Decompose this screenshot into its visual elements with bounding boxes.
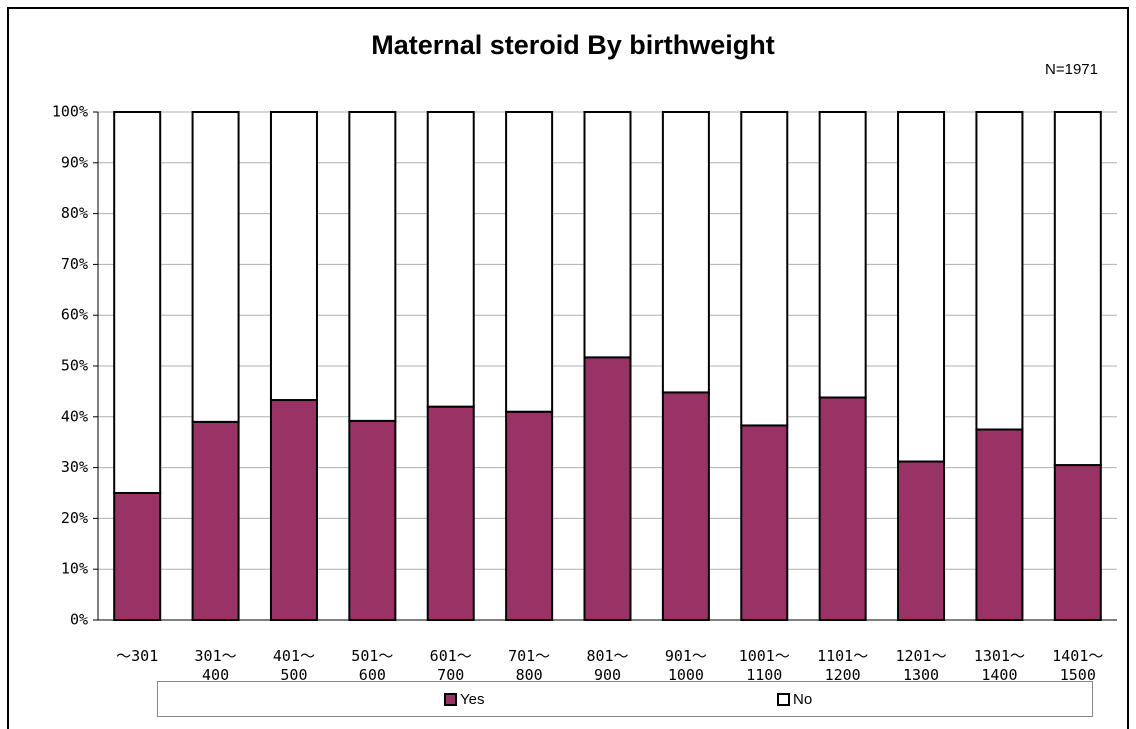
x-tick-label: 701～ 800	[508, 647, 551, 684]
bar-segment	[897, 460, 946, 621]
bar-segment	[1053, 464, 1102, 621]
x-tick-label: 801～ 900	[586, 647, 629, 684]
y-tick-label: 0%	[70, 611, 88, 629]
bar-segment	[191, 420, 240, 621]
legend-swatch	[444, 693, 457, 706]
y-tick-label: 90%	[61, 153, 88, 171]
x-tick-label: 1001～ 1100	[738, 647, 790, 684]
y-tick-label: 100%	[52, 103, 88, 121]
bar-segment	[661, 111, 710, 394]
bar-segment	[269, 111, 318, 402]
legend: Yes No	[157, 681, 1093, 717]
x-tick-label: ～301	[116, 647, 159, 665]
x-tick-label: 901～ 1000	[664, 647, 707, 684]
bar-segment	[426, 405, 475, 622]
bar-segment	[1053, 111, 1102, 467]
bar-segment	[975, 428, 1024, 621]
x-tick-label: 1101～ 1200	[817, 647, 869, 684]
bar-segment	[113, 492, 162, 621]
bar-segment	[505, 410, 554, 621]
annotation: N=1971	[1045, 61, 1098, 78]
chart-frame	[7, 7, 1129, 729]
bar-segment	[975, 111, 1024, 431]
x-tick-label: 401～ 500	[272, 647, 315, 684]
legend-item: Yes	[444, 691, 484, 708]
bar-segment	[191, 111, 240, 423]
bar-segment	[348, 111, 397, 422]
y-tick-label: 80%	[61, 204, 88, 222]
bar-segment	[740, 424, 789, 621]
legend-item: No	[777, 691, 812, 708]
bar-segment	[269, 399, 318, 622]
bar-segment	[348, 419, 397, 622]
y-tick-label: 30%	[61, 458, 88, 476]
bar-segment	[740, 111, 789, 427]
x-tick-label: 1301～ 1400	[973, 647, 1025, 684]
bar-segment	[897, 111, 946, 463]
x-tick-label: 1401～ 1500	[1052, 647, 1104, 684]
chart-title: Maternal steroid By birthweight	[371, 30, 775, 60]
bar-segment	[818, 396, 867, 621]
bar-segment	[505, 111, 554, 413]
bar-segment	[583, 356, 632, 621]
bar-segment	[661, 391, 710, 621]
x-tick-label: 301～ 400	[194, 647, 237, 684]
bar-segment	[426, 111, 475, 408]
y-tick-label: 20%	[61, 509, 88, 527]
y-tick-label: 10%	[61, 560, 88, 578]
x-tick-label: 1201～ 1300	[895, 647, 947, 684]
legend-swatch	[777, 693, 790, 706]
bar-segment	[818, 111, 867, 399]
y-tick-label: 50%	[61, 357, 88, 375]
legend-label: No	[793, 691, 813, 708]
y-tick-label: 40%	[61, 407, 88, 425]
y-tick-label: 60%	[61, 306, 88, 324]
bar-segment	[113, 111, 162, 494]
bar-segment	[583, 111, 632, 359]
x-tick-label: 601～ 700	[429, 647, 472, 684]
x-tick-label: 501～ 600	[351, 647, 394, 684]
y-tick-label: 70%	[61, 255, 88, 273]
legend-label: Yes	[460, 691, 485, 708]
